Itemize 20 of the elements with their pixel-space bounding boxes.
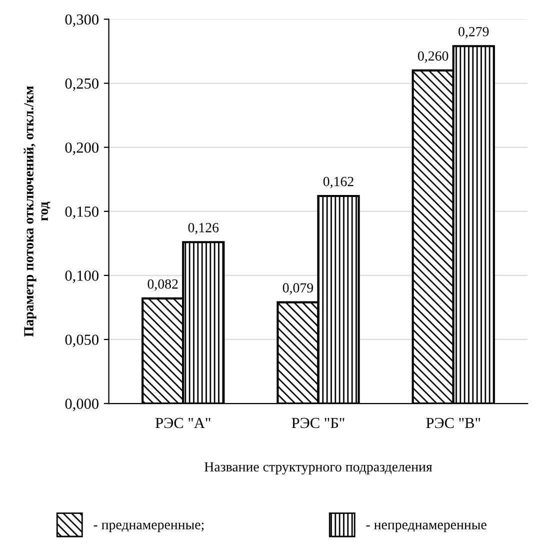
y-tick-label: 0,050 [65, 334, 98, 348]
y-tick-label: 0,200 [65, 142, 98, 155]
data-label: 0,162 [323, 176, 354, 188]
legend-label: - преднамеренные; [94, 522, 204, 532]
y-tick-label: 0,250 [65, 78, 98, 91]
data-label: 0,279 [458, 26, 489, 38]
data-label: 0,082 [148, 279, 178, 291]
legend-label: - непреднамеренные [366, 522, 486, 532]
data-label: 0,260 [418, 51, 448, 63]
y-tick-label: 0,150 [65, 206, 98, 220]
x-tick-label: РЭС "А" [156, 418, 210, 428]
data-label: 0,126 [188, 222, 219, 234]
y-tick-label: 0,300 [65, 14, 98, 27]
y-tick-label: 0,100 [65, 270, 98, 284]
x-axis-title: Название структурного подразделения [204, 462, 432, 474]
y-tick-label: 0,000 [65, 398, 98, 412]
data-label: 0,079 [282, 283, 314, 295]
x-tick-label: РЭС "Б" [292, 418, 344, 428]
y-axis-title: Параметр потока отключений, откл./км год [24, 86, 50, 337]
x-tick-label: РЭС "В" [426, 418, 480, 428]
